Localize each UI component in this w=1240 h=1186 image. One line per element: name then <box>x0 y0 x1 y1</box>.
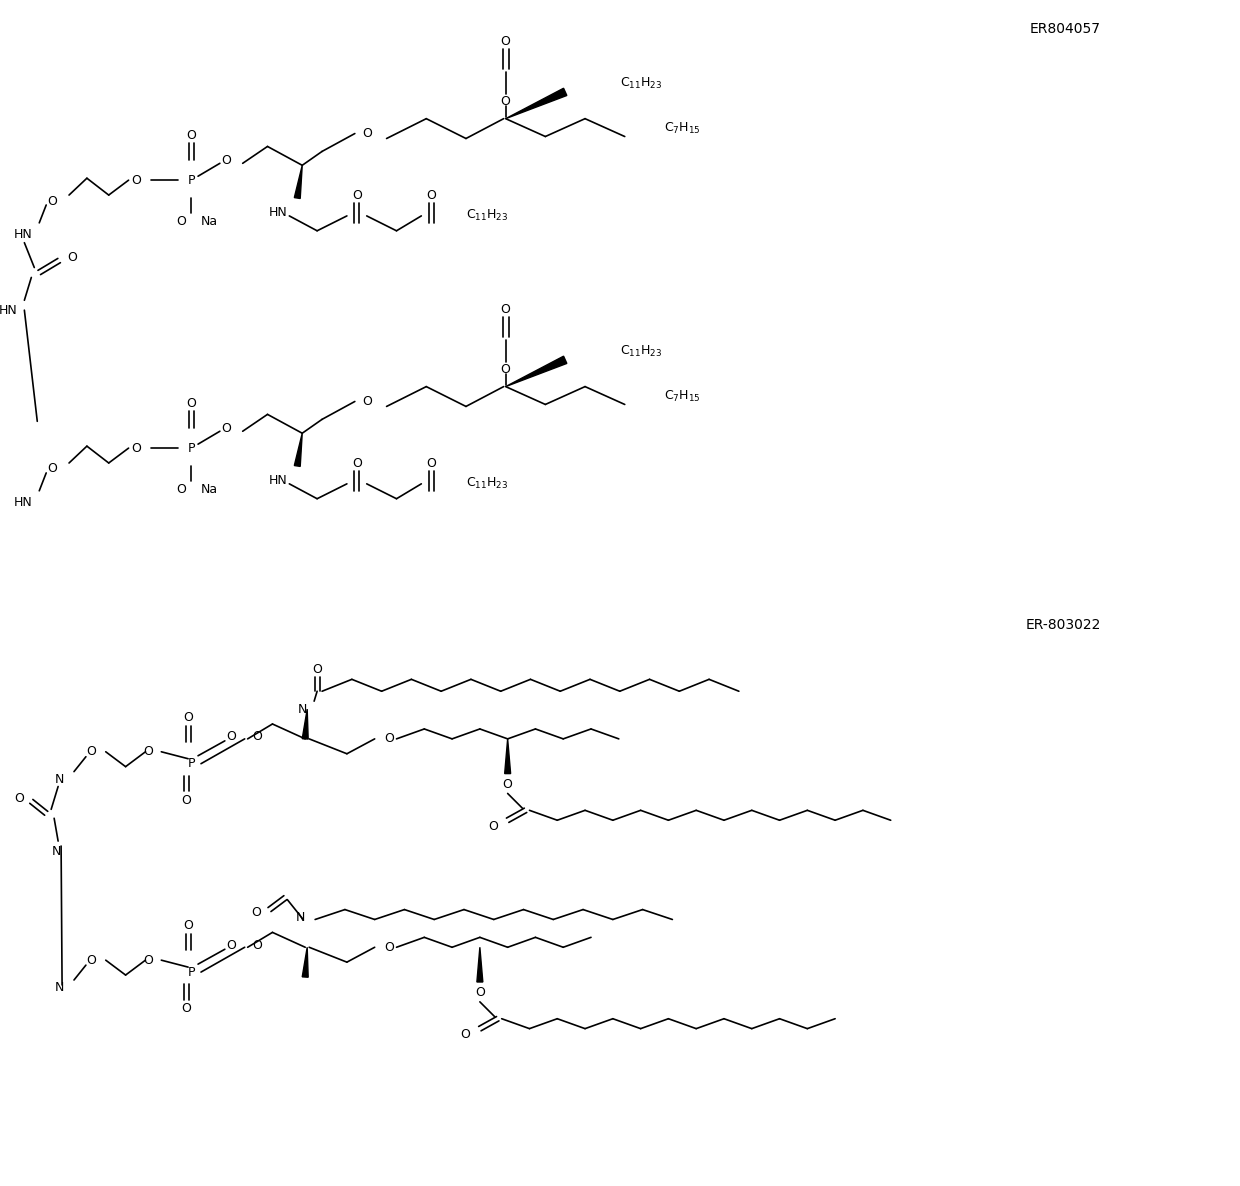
Text: P: P <box>187 757 195 770</box>
Polygon shape <box>506 88 567 119</box>
Text: HN: HN <box>269 206 288 219</box>
Text: HN: HN <box>14 228 32 241</box>
Text: O: O <box>47 463 57 476</box>
Text: O: O <box>501 363 511 376</box>
Text: O: O <box>502 778 512 791</box>
Text: C$_7$H$_{15}$: C$_7$H$_{15}$ <box>665 389 701 404</box>
Text: HN: HN <box>269 474 288 487</box>
Text: O: O <box>226 731 236 744</box>
Text: O: O <box>253 731 263 744</box>
Text: O: O <box>47 195 57 208</box>
Text: O: O <box>86 954 95 967</box>
Text: O: O <box>362 395 372 408</box>
Text: O: O <box>226 939 236 952</box>
Text: O: O <box>184 919 193 932</box>
Text: O: O <box>487 820 497 833</box>
Text: O: O <box>186 129 196 142</box>
Text: O: O <box>352 457 362 470</box>
Text: O: O <box>501 95 511 108</box>
Text: O: O <box>176 216 186 229</box>
Text: O: O <box>253 939 263 952</box>
Text: N: N <box>55 773 64 786</box>
Polygon shape <box>303 709 309 739</box>
Text: O: O <box>362 127 372 140</box>
Text: O: O <box>384 733 394 745</box>
Polygon shape <box>505 739 511 773</box>
Text: P: P <box>187 173 195 186</box>
Polygon shape <box>303 948 309 977</box>
Text: O: O <box>186 397 196 410</box>
Text: O: O <box>460 1028 470 1041</box>
Polygon shape <box>294 433 303 466</box>
Text: O: O <box>131 441 141 454</box>
Text: C$_{11}$H$_{23}$: C$_{11}$H$_{23}$ <box>466 477 508 491</box>
Text: N: N <box>298 702 308 715</box>
Text: ER-803022: ER-803022 <box>1025 618 1101 632</box>
Polygon shape <box>506 356 567 387</box>
Text: C$_{11}$H$_{23}$: C$_{11}$H$_{23}$ <box>620 344 662 359</box>
Text: O: O <box>352 189 362 202</box>
Text: O: O <box>475 987 485 1000</box>
Polygon shape <box>294 165 303 198</box>
Text: Na: Na <box>201 484 218 496</box>
Text: O: O <box>67 251 77 264</box>
Text: Na: Na <box>201 216 218 229</box>
Text: O: O <box>15 792 25 805</box>
Polygon shape <box>477 948 482 982</box>
Text: HN: HN <box>0 304 17 317</box>
Text: N: N <box>296 911 305 924</box>
Text: C$_{11}$H$_{23}$: C$_{11}$H$_{23}$ <box>620 76 662 91</box>
Text: N: N <box>52 844 61 857</box>
Text: ER804057: ER804057 <box>1030 23 1101 37</box>
Text: O: O <box>181 793 191 806</box>
Text: O: O <box>131 173 141 186</box>
Text: O: O <box>176 484 186 496</box>
Text: O: O <box>427 189 436 202</box>
Text: O: O <box>427 457 436 470</box>
Text: C$_7$H$_{15}$: C$_7$H$_{15}$ <box>665 121 701 136</box>
Text: O: O <box>384 940 394 954</box>
Text: O: O <box>144 745 154 758</box>
Text: O: O <box>221 422 231 435</box>
Text: P: P <box>187 965 195 978</box>
Text: HN: HN <box>14 496 32 509</box>
Text: O: O <box>181 1002 191 1015</box>
Text: O: O <box>221 154 231 167</box>
Text: N: N <box>55 982 64 994</box>
Text: O: O <box>252 906 262 919</box>
Text: O: O <box>86 745 95 758</box>
Text: O: O <box>312 663 322 676</box>
Text: O: O <box>501 34 511 47</box>
Text: P: P <box>187 441 195 454</box>
Text: O: O <box>184 710 193 723</box>
Text: O: O <box>501 302 511 315</box>
Text: C$_{11}$H$_{23}$: C$_{11}$H$_{23}$ <box>466 209 508 223</box>
Text: O: O <box>144 954 154 967</box>
